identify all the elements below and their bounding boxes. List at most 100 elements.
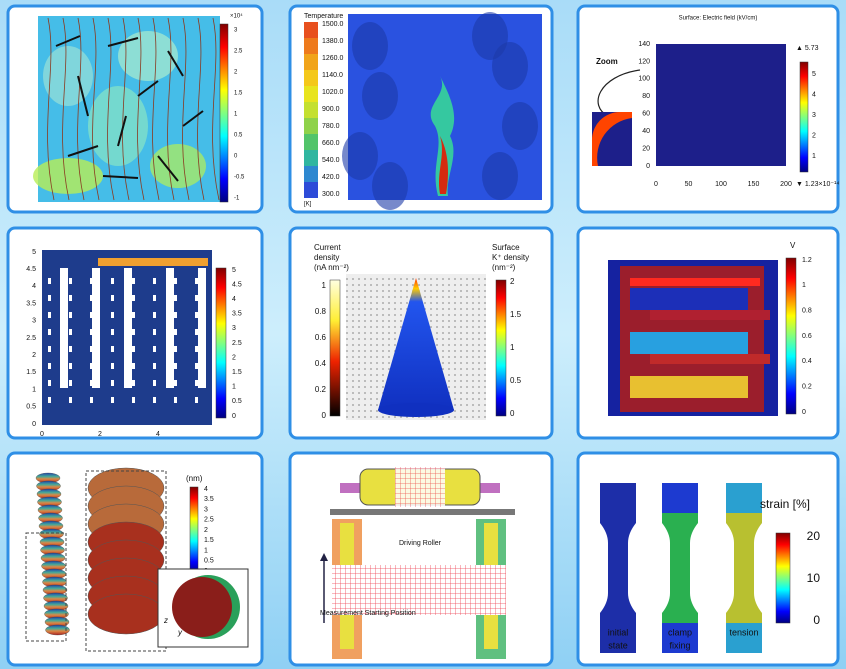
channel-wall (60, 268, 68, 388)
colorbar-title: (nm) (186, 474, 203, 483)
pin (90, 363, 93, 369)
pin (111, 346, 114, 352)
tick-label: 4 (32, 283, 36, 290)
tick-label: 5 (32, 249, 36, 256)
tick-label: 100 (638, 76, 650, 83)
colorbar-title: (nA nm⁻²) (314, 263, 349, 272)
pin (111, 278, 114, 284)
field-line (167, 17, 175, 201)
pin (195, 278, 198, 284)
pin (90, 346, 93, 352)
tick-label: 1.5 (204, 537, 214, 544)
clamp-region (726, 483, 762, 513)
axis-label: y (177, 628, 183, 637)
field-line (92, 17, 100, 201)
tick-label: 2 (98, 431, 102, 438)
tick-label: 0 (510, 409, 515, 418)
finger (630, 288, 748, 310)
pin (153, 397, 156, 403)
tick-label: 2.5 (234, 49, 243, 55)
tick-label: 3 (32, 318, 36, 325)
inclusion (182, 110, 204, 127)
pin (174, 363, 177, 369)
tick-label: 3.5 (26, 300, 36, 307)
colorbar-title: K⁺ density (492, 253, 529, 262)
pin (153, 329, 156, 335)
colorbar (189, 486, 199, 574)
tick-label: 5 (812, 71, 816, 78)
pin (69, 363, 72, 369)
panel: Surface: Electric field (kV/cm)140120100… (576, 4, 840, 214)
pin (174, 380, 177, 386)
tick-label: 1 (802, 282, 806, 289)
pin (48, 363, 51, 369)
tick-label: 0 (813, 613, 820, 627)
tick-label: 1.2 (802, 257, 812, 264)
inclusion (67, 145, 99, 157)
tick-label: 0 (646, 163, 650, 170)
tick-label: 0.5 (234, 133, 243, 139)
tick-label: 3 (812, 112, 816, 119)
tick-label: 3 (204, 506, 208, 513)
tick-label: 140 (638, 41, 650, 48)
pin (111, 312, 114, 318)
belt (330, 509, 515, 515)
tick-label: 3.5 (232, 311, 242, 318)
colorbar-swatch (304, 102, 318, 118)
tick-label: 10 (807, 571, 821, 585)
tick-label: 0.4 (802, 358, 812, 365)
tick-label: 5 (232, 267, 236, 274)
tick-label: 0.6 (315, 333, 327, 342)
tick-label: 40 (642, 128, 650, 135)
panel: 54.543.532.521.510.500 2 454.543.532.521.5… (6, 226, 264, 440)
clamp-region (662, 483, 698, 513)
hot-flow (98, 258, 208, 266)
inclusion (117, 115, 127, 147)
channel-wall (124, 268, 132, 388)
pin (48, 346, 51, 352)
finger (630, 332, 748, 354)
tick-label: 900.0 (322, 106, 340, 113)
colorbar-title: Temperature (304, 13, 343, 20)
colorbar (799, 61, 809, 173)
tick-label: 1 (812, 153, 816, 160)
tick-label: 0.5 (232, 398, 242, 405)
colorbar-title: V (790, 241, 796, 250)
panel: V 1.2 1 0.8 0.6 0.4 0.2 0 (576, 226, 840, 440)
tick-label: 2 (204, 527, 208, 534)
pin (132, 346, 135, 352)
pin (48, 295, 51, 301)
cool-region (372, 162, 408, 210)
tick-label: 1140.0 (322, 72, 343, 79)
tick-label: 100 (715, 181, 727, 188)
tick-label: 2.5 (26, 335, 36, 342)
colorbar (785, 257, 797, 415)
inclusion (157, 155, 179, 182)
tick-label: 2.5 (232, 340, 242, 347)
coil-turn (45, 624, 70, 636)
inclusion (137, 80, 159, 97)
tick-label: 50 (685, 181, 693, 188)
pin (153, 380, 156, 386)
pin (48, 329, 51, 335)
tick-label: 1.5 (26, 369, 36, 376)
tick-label: 0 (322, 411, 327, 420)
cool-region (502, 102, 538, 150)
pin (153, 278, 156, 284)
colorbar-swatch (304, 86, 318, 102)
clamp-region (662, 623, 698, 653)
caption: fixing (669, 640, 690, 650)
tick-label: 0.2 (802, 384, 812, 391)
pin (195, 363, 198, 369)
pin (195, 295, 198, 301)
inclusion (102, 175, 139, 179)
pin (111, 329, 114, 335)
pin (111, 397, 114, 403)
tick-label: 2 (232, 354, 236, 361)
pin (153, 363, 156, 369)
tick-label: 300.0 (322, 191, 340, 198)
tick-label: 3 (232, 325, 236, 332)
field-line (212, 17, 220, 201)
colorbar-title: density (314, 253, 339, 262)
